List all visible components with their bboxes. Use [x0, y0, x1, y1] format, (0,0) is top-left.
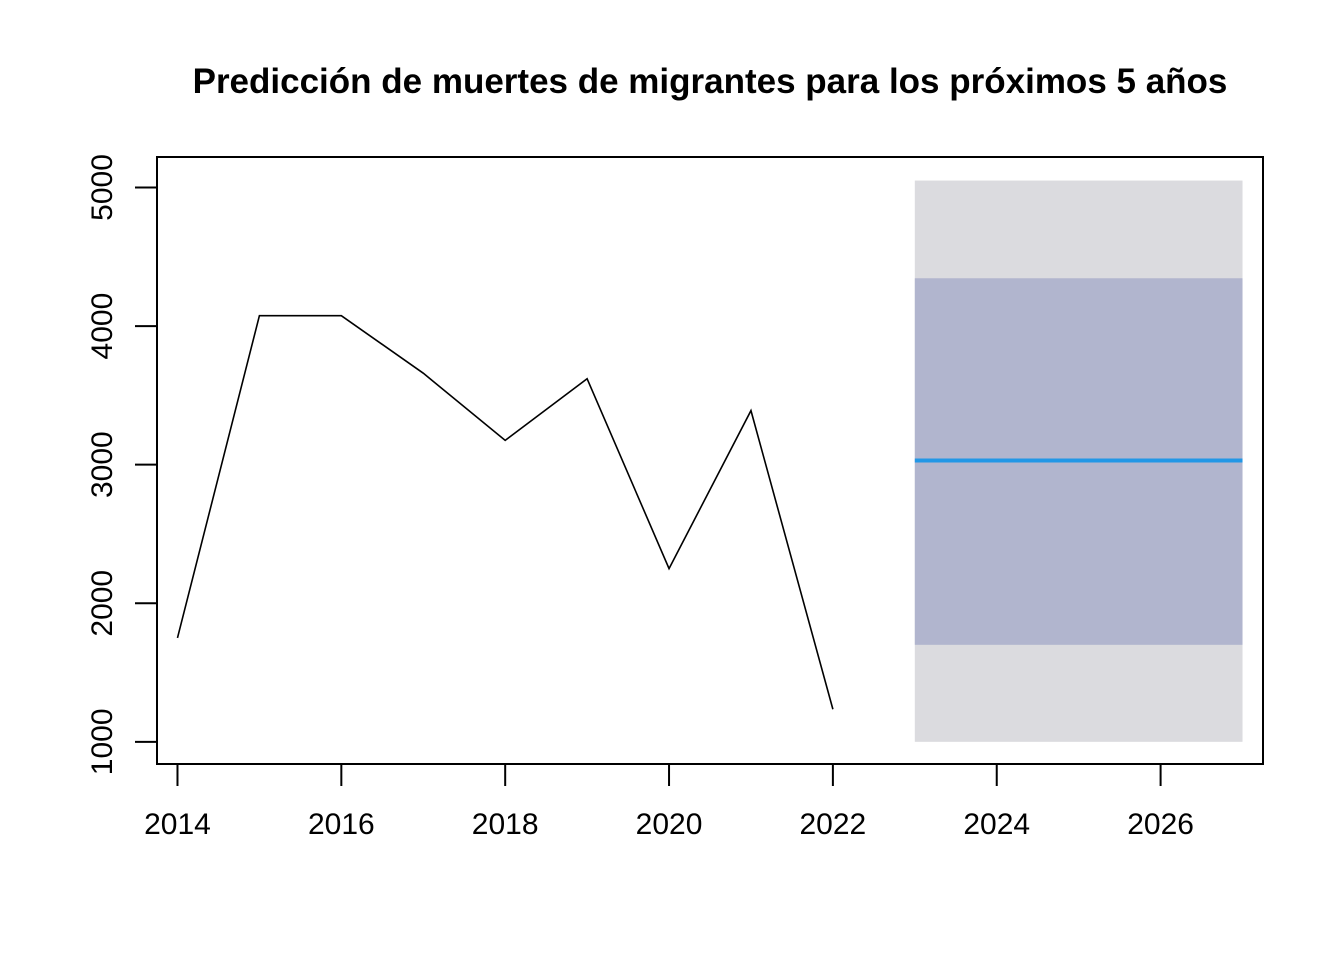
x-tick-label: 2022 — [800, 808, 867, 841]
x-tick-label: 2016 — [308, 808, 375, 841]
observed-series — [176, 314, 834, 710]
x-axis: 2014 2016 2018 2020 2022 2024 2026 — [144, 763, 1194, 841]
y-axis: 1000 2000 3000 4000 5000 — [86, 154, 158, 775]
x-tick-label: 2014 — [144, 808, 211, 841]
x-tick-label: 2020 — [636, 808, 703, 841]
x-tick-label: 2026 — [1127, 808, 1194, 841]
y-tick-label: 1000 — [86, 708, 119, 775]
y-tick-label: 2000 — [86, 570, 119, 637]
y-tick-label: 3000 — [86, 431, 119, 498]
x-tick-label: 2018 — [472, 808, 539, 841]
series-line — [176, 314, 834, 710]
x-tick-label: 2024 — [963, 808, 1030, 841]
chart-title: Predicción de muertes de migrantes para … — [193, 62, 1228, 101]
y-tick-label: 5000 — [86, 154, 119, 221]
y-tick-label: 4000 — [86, 293, 119, 360]
